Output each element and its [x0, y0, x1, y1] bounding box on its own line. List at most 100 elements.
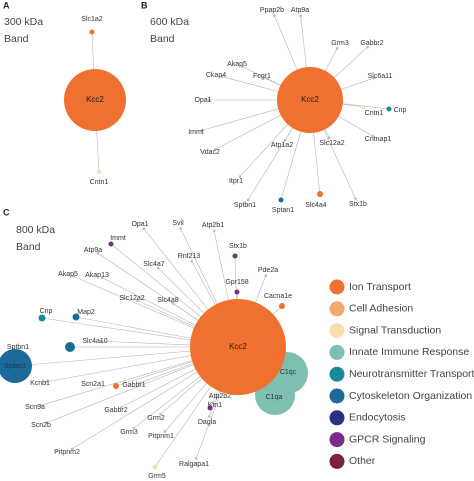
node — [234, 289, 240, 295]
node — [72, 313, 80, 321]
node — [0, 349, 32, 383]
node — [273, 14, 276, 17]
node — [101, 276, 104, 280]
node — [65, 342, 75, 352]
legend: Ion Transport Cell Adhesion Signal Transdu… — [329, 279, 474, 469]
legend-label: Other — [349, 455, 376, 467]
node-label: Sptbn1 — [234, 202, 256, 209]
panel-title: 800 kDa — [16, 224, 55, 236]
node-label: Vdac2 — [200, 149, 220, 156]
node-label: C1qc — [280, 369, 297, 376]
node-label: Slc4a8 — [157, 297, 179, 304]
node-label: Akap5 — [58, 271, 78, 278]
node — [232, 253, 238, 259]
node-label: Cnp — [40, 308, 53, 315]
node-label: Sptan1 — [272, 207, 294, 214]
node — [156, 266, 160, 270]
node — [317, 191, 323, 197]
node-label: Pitpnm1 — [148, 433, 174, 440]
legend-swatch — [329, 410, 345, 426]
node — [354, 197, 357, 200]
node-label: Atp2b2 — [209, 393, 231, 400]
node — [366, 45, 369, 49]
node — [159, 412, 162, 416]
panel-title: Band — [4, 33, 29, 45]
node-label: Atp1a2 — [271, 142, 293, 149]
node-label: Svil — [172, 220, 184, 227]
node-label: Map2 — [77, 309, 95, 316]
node — [163, 430, 167, 433]
node-label: Scn9a — [25, 404, 45, 411]
legend-swatch — [329, 301, 345, 317]
node — [96, 252, 100, 255]
node-label: Slc12a2 — [319, 140, 344, 147]
node-label: Scn2a1 — [81, 381, 105, 388]
node — [39, 403, 43, 407]
node-label: Stx1b — [229, 243, 247, 250]
node-label: Ktn1 — [208, 402, 223, 409]
node — [136, 299, 139, 302]
node — [132, 427, 136, 430]
node-label: Dagla — [198, 419, 216, 426]
panel-label: B — [141, 0, 148, 10]
node-label: Atp9a — [84, 247, 102, 254]
legend-label: Signal Transduction — [349, 324, 441, 336]
node — [99, 339, 103, 343]
node-label: Scn2b — [31, 422, 51, 429]
node — [44, 380, 48, 384]
node-label: Pitpnm2 — [54, 449, 80, 456]
node — [45, 421, 48, 425]
node — [70, 447, 74, 451]
hub-label: Kcc2 — [86, 95, 104, 104]
legend-label: Neurotransmitter Transport — [349, 368, 474, 380]
node — [335, 47, 339, 50]
hub-node — [64, 69, 126, 131]
hub-node — [190, 299, 286, 395]
node-label: Slc12a2 — [119, 295, 144, 302]
node-label: Ckap4 — [206, 72, 226, 79]
hub-label: Kcc2 — [301, 95, 319, 104]
node-label: C1qa — [266, 394, 283, 401]
legend-swatch — [329, 279, 345, 295]
legend-swatch — [329, 388, 345, 404]
node-label: Grm2 — [147, 415, 165, 422]
node — [266, 77, 269, 80]
node — [138, 381, 141, 385]
legend-swatch — [329, 323, 345, 339]
node-label: Opa1 — [194, 97, 211, 104]
legend-swatch — [329, 344, 345, 360]
node — [113, 383, 119, 389]
node — [241, 65, 244, 68]
node-label: Gabbr2 — [104, 407, 127, 414]
node — [120, 405, 123, 409]
node — [361, 105, 365, 109]
node — [283, 138, 287, 142]
node — [238, 175, 242, 178]
node-label: Itpr1 — [229, 178, 243, 185]
node-label: Slc4a10 — [82, 338, 107, 345]
node-label: Akap5 — [227, 61, 247, 68]
node — [264, 274, 268, 277]
panel-title: 600 kDa — [150, 16, 189, 28]
node-label: Ralgapa1 — [179, 461, 209, 468]
node — [246, 198, 250, 202]
node-label: Kcnb1 — [30, 380, 50, 387]
node-label: Gabbr2 — [360, 40, 383, 47]
node-label: Grm5 — [148, 473, 166, 480]
legend-label: GPCR Signaling — [349, 433, 426, 445]
legend-label: Endocytosis — [349, 412, 406, 424]
node — [171, 302, 175, 305]
node — [212, 229, 216, 233]
node — [386, 106, 392, 112]
node — [278, 197, 284, 203]
legend-label: Cytoskeleton Organization — [349, 390, 472, 402]
node-label: Sptan1 — [4, 363, 26, 370]
hub-node — [277, 67, 343, 133]
legend-swatch — [329, 453, 345, 469]
node-label: Atp2b1 — [202, 222, 224, 229]
node — [38, 314, 46, 322]
legend-label: Ion Transport — [349, 281, 411, 293]
node — [72, 275, 75, 278]
